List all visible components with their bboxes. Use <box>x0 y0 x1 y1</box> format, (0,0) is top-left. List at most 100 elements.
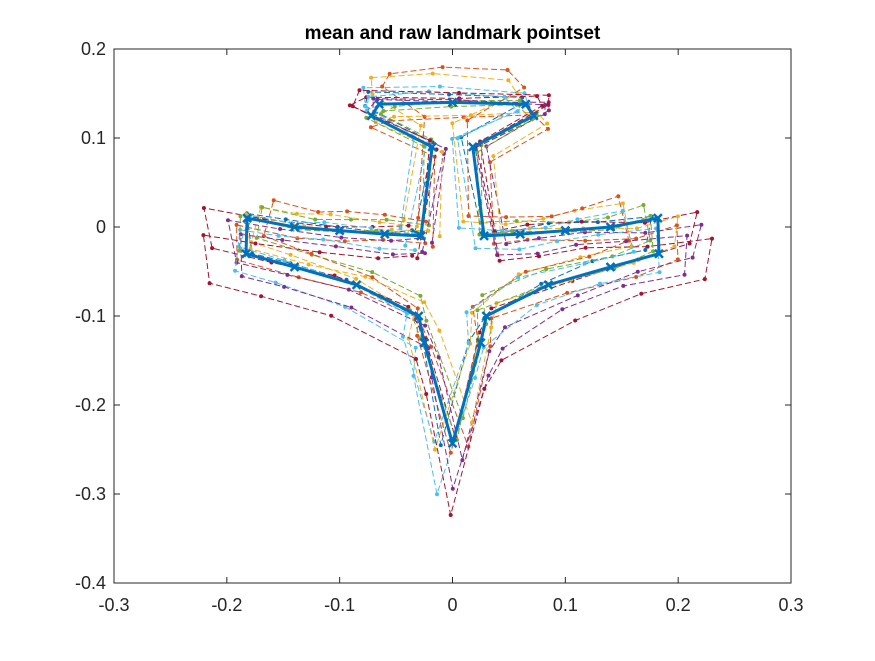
raw-point <box>357 88 362 93</box>
raw-point <box>456 225 461 230</box>
raw-point <box>414 357 418 361</box>
raw-point <box>687 241 692 246</box>
raw-point <box>515 109 520 114</box>
mean-point <box>447 97 458 108</box>
raw-point <box>643 230 648 235</box>
raw-point <box>410 228 414 233</box>
mean-point <box>419 337 430 348</box>
raw-point <box>695 210 700 215</box>
mean-point <box>605 222 616 232</box>
raw-point <box>381 108 386 113</box>
raw-point <box>437 84 442 89</box>
raw-point <box>690 255 695 260</box>
raw-point <box>422 300 427 305</box>
raw-point <box>468 113 473 118</box>
raw-point <box>384 217 389 222</box>
raw-point <box>285 272 290 277</box>
raw-point <box>546 93 551 98</box>
x-tick-label: 0 <box>447 595 457 615</box>
raw-point <box>450 121 455 126</box>
raw-point <box>499 358 504 363</box>
y-tick-label: 0.2 <box>81 39 106 59</box>
raw-point <box>541 216 546 221</box>
raw-point <box>672 244 677 249</box>
raw-point <box>410 253 415 258</box>
raw-point <box>546 108 551 113</box>
raw-point <box>422 114 427 119</box>
raw-point <box>278 227 283 231</box>
raw-point <box>210 246 215 251</box>
mean-point <box>475 337 486 348</box>
raw-point <box>675 214 680 219</box>
raw-point <box>415 256 420 261</box>
raw-point <box>624 239 629 244</box>
raw-point <box>207 281 212 286</box>
axes-background <box>114 49 791 583</box>
mean-point <box>379 229 390 240</box>
raw-point <box>473 246 478 251</box>
raw-point <box>226 218 230 223</box>
axis-ticks: -0.3 -0.2 -0.1 0 0.1 0.2 0.3-0.4-0.3-0.2-0.100… <box>75 39 804 615</box>
raw-point <box>631 249 636 254</box>
raw-point <box>523 269 528 274</box>
raw-point <box>321 237 326 242</box>
raw-point <box>369 226 374 231</box>
raw-point <box>675 257 680 262</box>
raw-point <box>440 65 445 70</box>
raw-point <box>401 218 406 223</box>
raw-point <box>400 334 405 339</box>
raw-point <box>322 220 327 225</box>
raw-point <box>450 486 455 491</box>
raw-point <box>505 68 510 72</box>
raw-point <box>317 250 322 255</box>
raw-point <box>447 92 452 97</box>
raw-point <box>575 293 580 298</box>
raw-point <box>621 283 626 288</box>
mean-point <box>413 311 424 321</box>
mean-point <box>479 231 489 241</box>
raw-point <box>525 222 530 227</box>
raw-point <box>371 96 376 101</box>
raw-point <box>438 443 443 448</box>
raw-point <box>504 242 509 247</box>
raw-point <box>440 149 445 154</box>
raw-point <box>583 238 588 243</box>
raw-point <box>503 325 507 330</box>
raw-point <box>486 373 491 378</box>
raw-point <box>620 201 625 206</box>
raw-point <box>427 138 432 143</box>
x-tick-label: -0.3 <box>98 595 129 615</box>
raw-point <box>517 98 522 103</box>
raw-point <box>682 272 687 277</box>
raw-point <box>544 267 549 272</box>
x-tick-label: 0.2 <box>666 595 691 615</box>
raw-point <box>574 242 579 247</box>
raw-point <box>418 293 423 298</box>
raw-point <box>437 328 442 333</box>
raw-point <box>260 205 265 210</box>
y-tick-label: -0.3 <box>75 484 106 504</box>
raw-point <box>354 276 359 281</box>
mean-point <box>427 142 438 152</box>
mean-pointset <box>241 97 664 449</box>
raw-point <box>416 215 421 220</box>
raw-point <box>489 325 494 330</box>
raw-point <box>549 214 554 219</box>
mean-point <box>334 225 345 236</box>
raw-point <box>437 234 442 239</box>
raw-point <box>413 345 418 350</box>
raw-point <box>313 217 318 222</box>
raw-point <box>271 198 276 203</box>
raw-point <box>488 160 492 165</box>
raw-point <box>413 248 417 253</box>
raw-point <box>579 219 584 224</box>
raw-point <box>237 248 242 253</box>
raw-point <box>392 114 396 119</box>
raw-point <box>349 305 354 310</box>
y-tick-label: 0 <box>96 217 106 237</box>
mean-point <box>351 279 362 290</box>
y-tick-label: -0.1 <box>75 306 106 326</box>
raw-point <box>546 126 550 131</box>
raw-point <box>555 239 559 244</box>
